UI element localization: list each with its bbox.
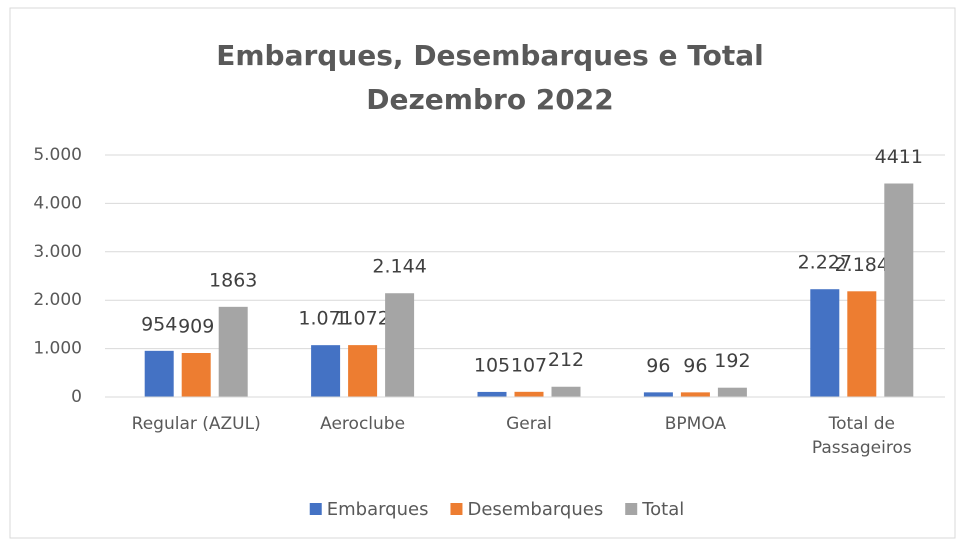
legend-label: Desembarques: [467, 499, 603, 520]
y-tick-label: 5.000: [33, 145, 82, 165]
bar: [847, 291, 877, 397]
legend-label: Total: [641, 499, 684, 520]
y-tick-label: 2.000: [33, 290, 82, 310]
legend-swatch: [450, 503, 463, 515]
x-tick-label: Aeroclube: [320, 414, 406, 434]
bar: [218, 306, 248, 397]
legend: Embarques Desembarques Total: [309, 499, 684, 520]
data-label: 2.184: [835, 254, 889, 276]
x-tick-label: Regular (AZUL): [131, 414, 261, 434]
bar: [680, 392, 710, 397]
legend-swatch: [625, 503, 638, 515]
y-tick-label: 0: [71, 387, 82, 407]
legend-label: Embarques: [327, 499, 429, 520]
y-tick-label: 1.000: [33, 339, 82, 359]
bar: [348, 345, 378, 397]
data-label: 107: [511, 354, 547, 376]
data-label: 1.071: [298, 308, 352, 330]
bar: [181, 353, 211, 397]
x-tick-label: Geral: [506, 414, 552, 434]
data-label: 954: [141, 313, 177, 335]
x-tick-label-box: Geral: [506, 414, 552, 434]
y-tick-label: 4.000: [33, 193, 82, 213]
chart-subtitle: Dezembro 2022: [366, 83, 613, 116]
x-tick-label: BPMOA: [664, 414, 727, 434]
bar: [551, 386, 581, 397]
chart-title: Embarques, Desembarques e Total: [216, 39, 764, 72]
bar: [884, 183, 914, 397]
bar: [311, 345, 341, 397]
legend-swatch: [309, 503, 322, 515]
data-label: 96: [683, 355, 707, 377]
data-label: 4411: [875, 146, 923, 168]
data-label: 192: [714, 350, 750, 372]
bar: [717, 387, 747, 397]
x-tick-label-box: Regular (AZUL): [131, 414, 261, 434]
x-tick-label-box: BPMOA: [664, 414, 727, 434]
x-tick-label-box: Aeroclube: [320, 414, 406, 434]
bar: [514, 391, 544, 397]
bar: [810, 289, 840, 397]
data-label: 2.144: [372, 256, 426, 278]
bar: [643, 392, 673, 397]
data-label: 909: [178, 316, 214, 338]
chart-border: [9, 7, 956, 539]
data-label: 2.227: [798, 252, 852, 274]
data-label: 96: [646, 355, 670, 377]
data-label: 105: [474, 354, 510, 376]
data-label: 1863: [209, 269, 257, 291]
bar: [385, 293, 415, 397]
bar: [477, 391, 507, 397]
x-tick-label-box: Total de Passageiros: [811, 414, 912, 458]
bar: [144, 350, 174, 397]
y-tick-label: 3.000: [33, 242, 82, 262]
data-label: 1.072: [335, 308, 389, 330]
x-tick-label: Total de Passageiros: [811, 414, 912, 458]
data-label: 212: [548, 349, 584, 371]
